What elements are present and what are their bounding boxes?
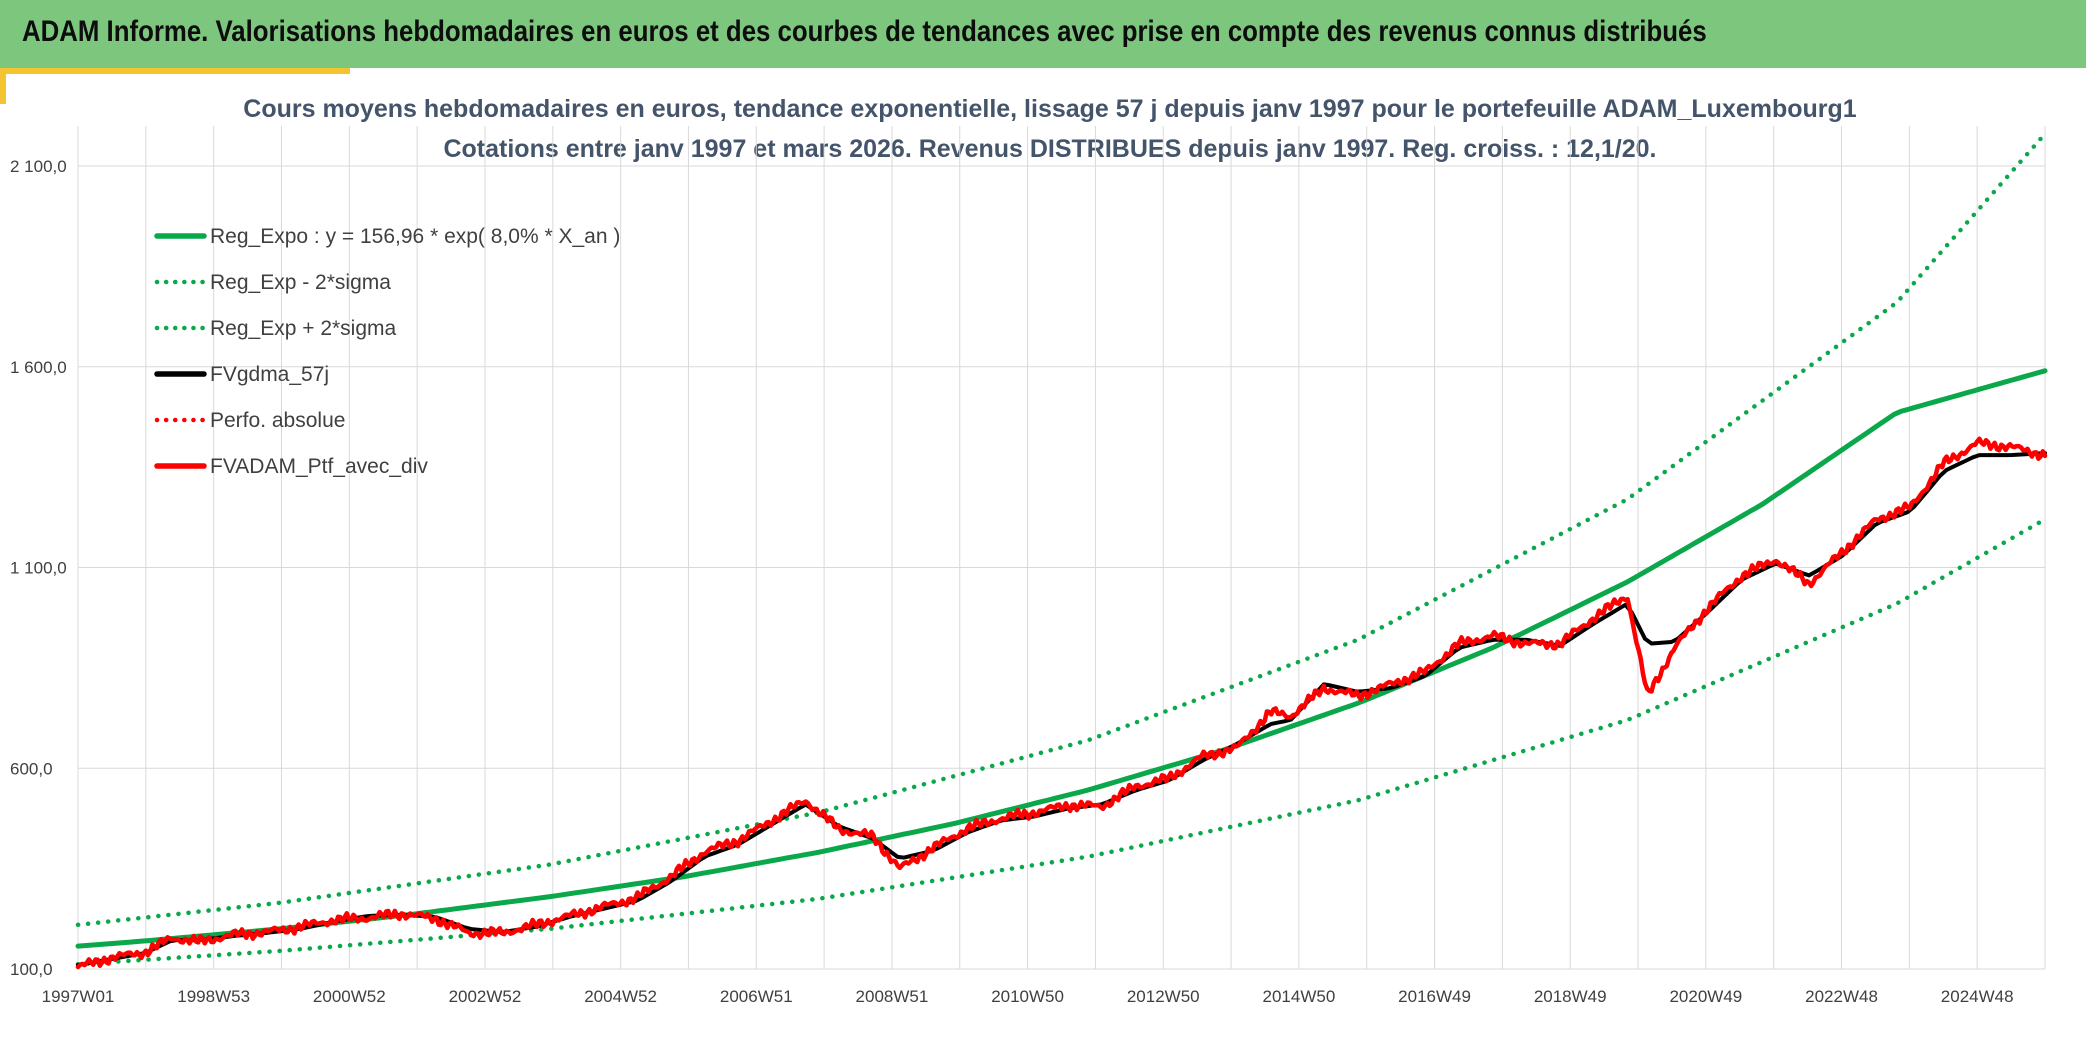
legend-label: Perfo. absolue	[210, 409, 345, 432]
x-tick-label: 2002W52	[449, 987, 522, 1006]
legend-label: Reg_Exp - 2*sigma	[210, 271, 391, 294]
x-tick-label: 2012W50	[1127, 987, 1200, 1006]
reg-exp-plus-2sigma-line	[75, 131, 2048, 928]
x-tick-label: 2016W49	[1398, 987, 1471, 1006]
y-tick-label: 100,0	[10, 960, 53, 979]
banner: ADAM Informe. Valorisations hebdomadaire…	[0, 0, 2086, 68]
x-tick-label: 1998W53	[177, 987, 250, 1006]
fvadam-ptf-line	[75, 436, 2048, 970]
accent-stripe	[0, 68, 350, 74]
y-gridlines	[78, 165, 2045, 970]
series-layer	[75, 131, 2048, 970]
chart-title-line1: Cours moyens hebdomadaires en euros, ten…	[243, 95, 1857, 123]
x-gridlines	[77, 126, 2046, 969]
reg-exp-minus-2sigma-line	[75, 517, 2048, 967]
accent-stripe-left	[0, 74, 6, 104]
x-tick-label: 2008W51	[856, 987, 929, 1006]
legend: Reg_Expo : y = 156,96 * exp( 8,0% * X_an…	[154, 225, 620, 478]
x-axis-ticks: 1997W01 1998W53 2000W52 2002W52 2004W52 2006W…	[42, 987, 2014, 1006]
x-tick-label: 2020W49	[1669, 987, 1742, 1006]
fvgdma-57j-line	[76, 451, 2047, 967]
legend-label: Reg_Exp + 2*sigma	[210, 317, 397, 340]
chart-title-line2: Cotations entre janv 1997 et mars 2026. …	[443, 135, 1656, 163]
x-tick-label: 1997W01	[42, 987, 115, 1006]
x-tick-label: 2010W50	[991, 987, 1064, 1006]
x-tick-label: 2022W48	[1805, 987, 1878, 1006]
x-tick-label: 2024W48	[1941, 987, 2014, 1006]
x-tick-label: 2014W50	[1263, 987, 1336, 1006]
y-tick-label: 1 100,0	[10, 559, 67, 578]
y-tick-label: 2 100,0	[10, 157, 67, 176]
x-tick-label: 2018W49	[1534, 987, 1607, 1006]
x-tick-label: 2006W51	[720, 987, 793, 1006]
legend-label: FVgdma_57j	[210, 363, 329, 386]
y-tick-label: 1 600,0	[10, 358, 67, 377]
legend-label: FVADAM_Ptf_avec_div	[210, 455, 428, 478]
x-tick-label: 2000W52	[313, 987, 386, 1006]
banner-title: ADAM Informe. Valorisations hebdomadaire…	[22, 15, 1707, 48]
y-axis-ticks: 2 100,0 1 600,0 1 100,0 600,0 100,0	[10, 157, 67, 979]
x-tick-label: 2004W52	[584, 987, 657, 1006]
legend-label: Reg_Expo : y = 156,96 * exp( 8,0% * X_an…	[210, 225, 620, 248]
y-tick-label: 600,0	[10, 759, 53, 778]
